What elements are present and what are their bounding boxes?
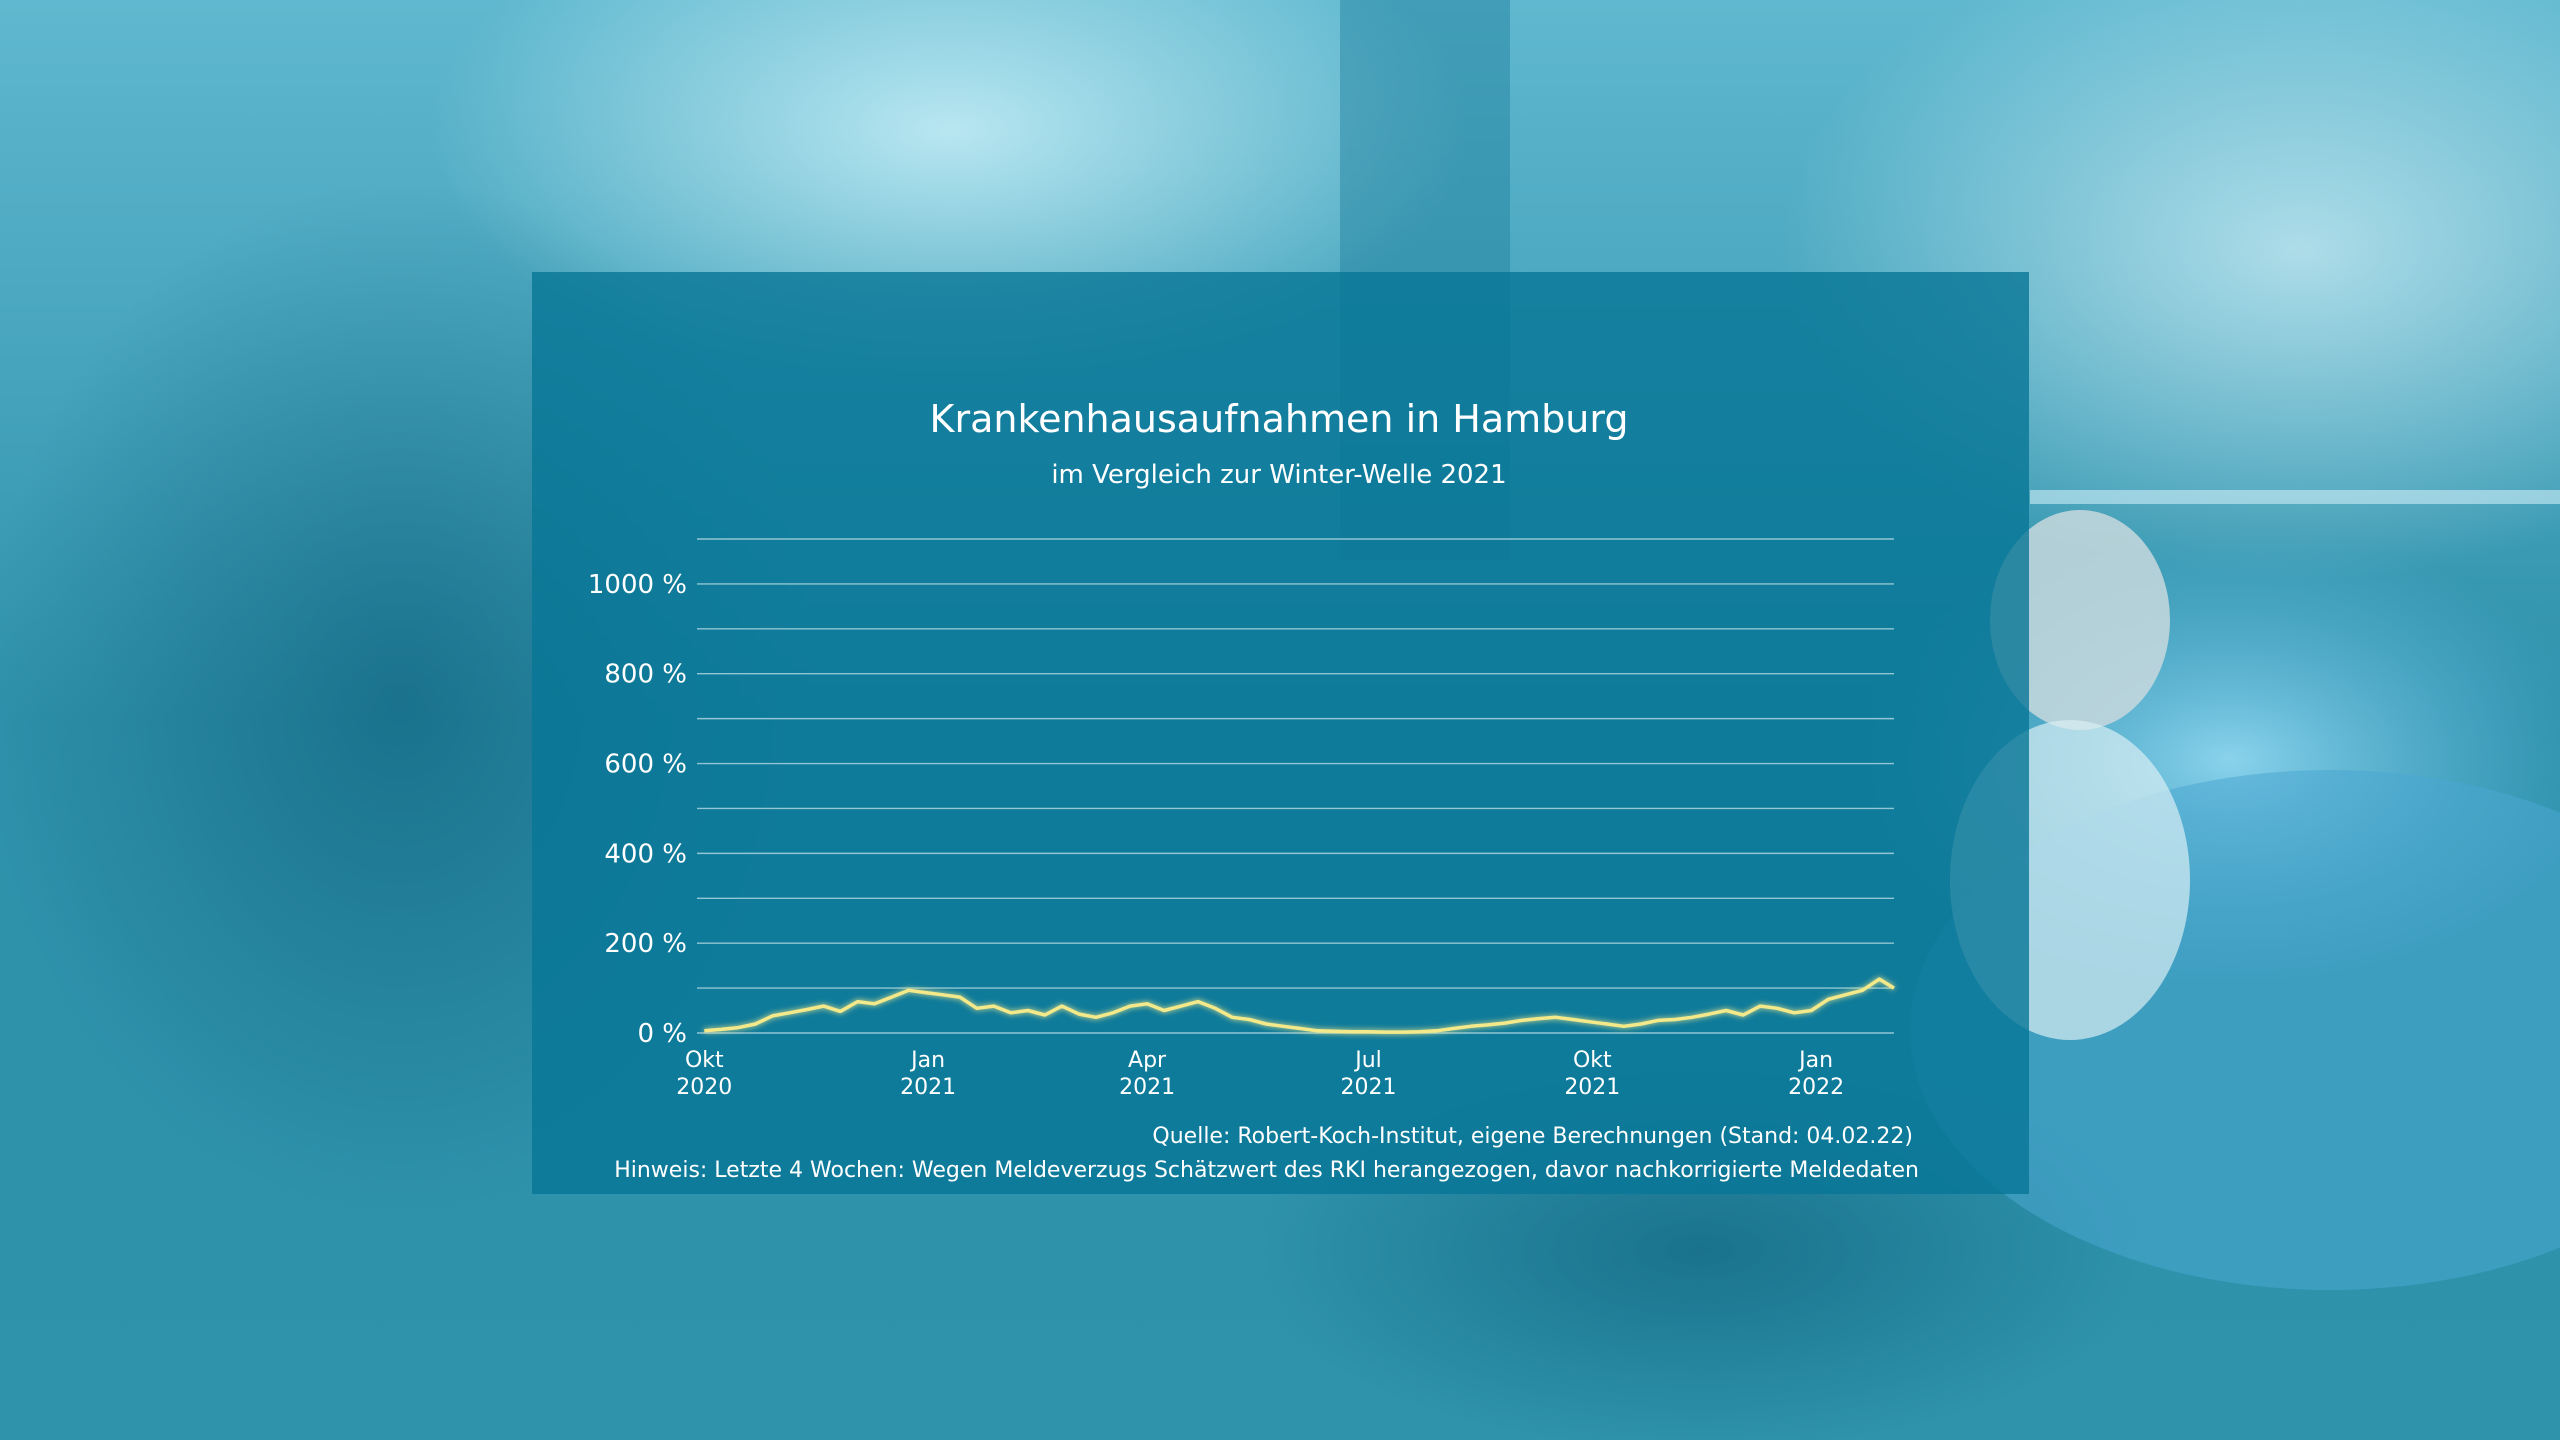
- y-tick-label: 600 %: [604, 750, 687, 780]
- grid-lines: [697, 538, 1894, 1034]
- x-tick-month-label: Okt: [685, 1048, 724, 1073]
- y-tick-label: 0 %: [637, 1019, 687, 1049]
- y-tick-label: 400 %: [604, 839, 687, 869]
- series-line: [704, 977, 1895, 1034]
- x-tick-year-label: 2021: [1119, 1075, 1175, 1100]
- source-note: Quelle: Robert-Koch-Institut, eigene Ber…: [1152, 1124, 1913, 1149]
- y-tick-label: 200 %: [604, 929, 687, 959]
- x-tick-year-label: 2021: [1564, 1075, 1620, 1100]
- x-tick-month-label: Okt: [1573, 1048, 1612, 1073]
- y-tick-label: 800 %: [604, 660, 687, 690]
- x-tick-month-label: Apr: [1128, 1048, 1167, 1073]
- chart-title: Krankenhausaufnahmen in Hamburg: [930, 397, 1629, 441]
- x-tick-year-label: 2021: [900, 1075, 956, 1100]
- x-axis: Okt2020Jan2021Apr2021Jul2021Okt2021Jan20…: [676, 1048, 1844, 1100]
- x-tick-year-label: 2022: [1788, 1075, 1844, 1100]
- chart-panel: Krankenhausaufnahmen in Hamburg im Vergl…: [532, 272, 2029, 1194]
- y-tick-label: 1000 %: [588, 570, 687, 600]
- x-tick-year-label: 2021: [1340, 1075, 1396, 1100]
- y-axis: 0 % 200 % 400 % 600 % 800 % 1000 %: [588, 570, 687, 1049]
- x-tick-month-label: Jan: [909, 1048, 945, 1073]
- x-tick-year-label: 2020: [676, 1075, 732, 1100]
- chart-subtitle: im Vergleich zur Winter-Welle 2021: [1051, 460, 1506, 490]
- hint-note: Hinweis: Letzte 4 Wochen: Wegen Meldever…: [614, 1158, 1919, 1183]
- x-tick-month-label: Jan: [1797, 1048, 1833, 1073]
- x-tick-month-label: Jul: [1353, 1048, 1382, 1073]
- chart: Krankenhausaufnahmen in Hamburg im Vergl…: [588, 397, 1919, 1183]
